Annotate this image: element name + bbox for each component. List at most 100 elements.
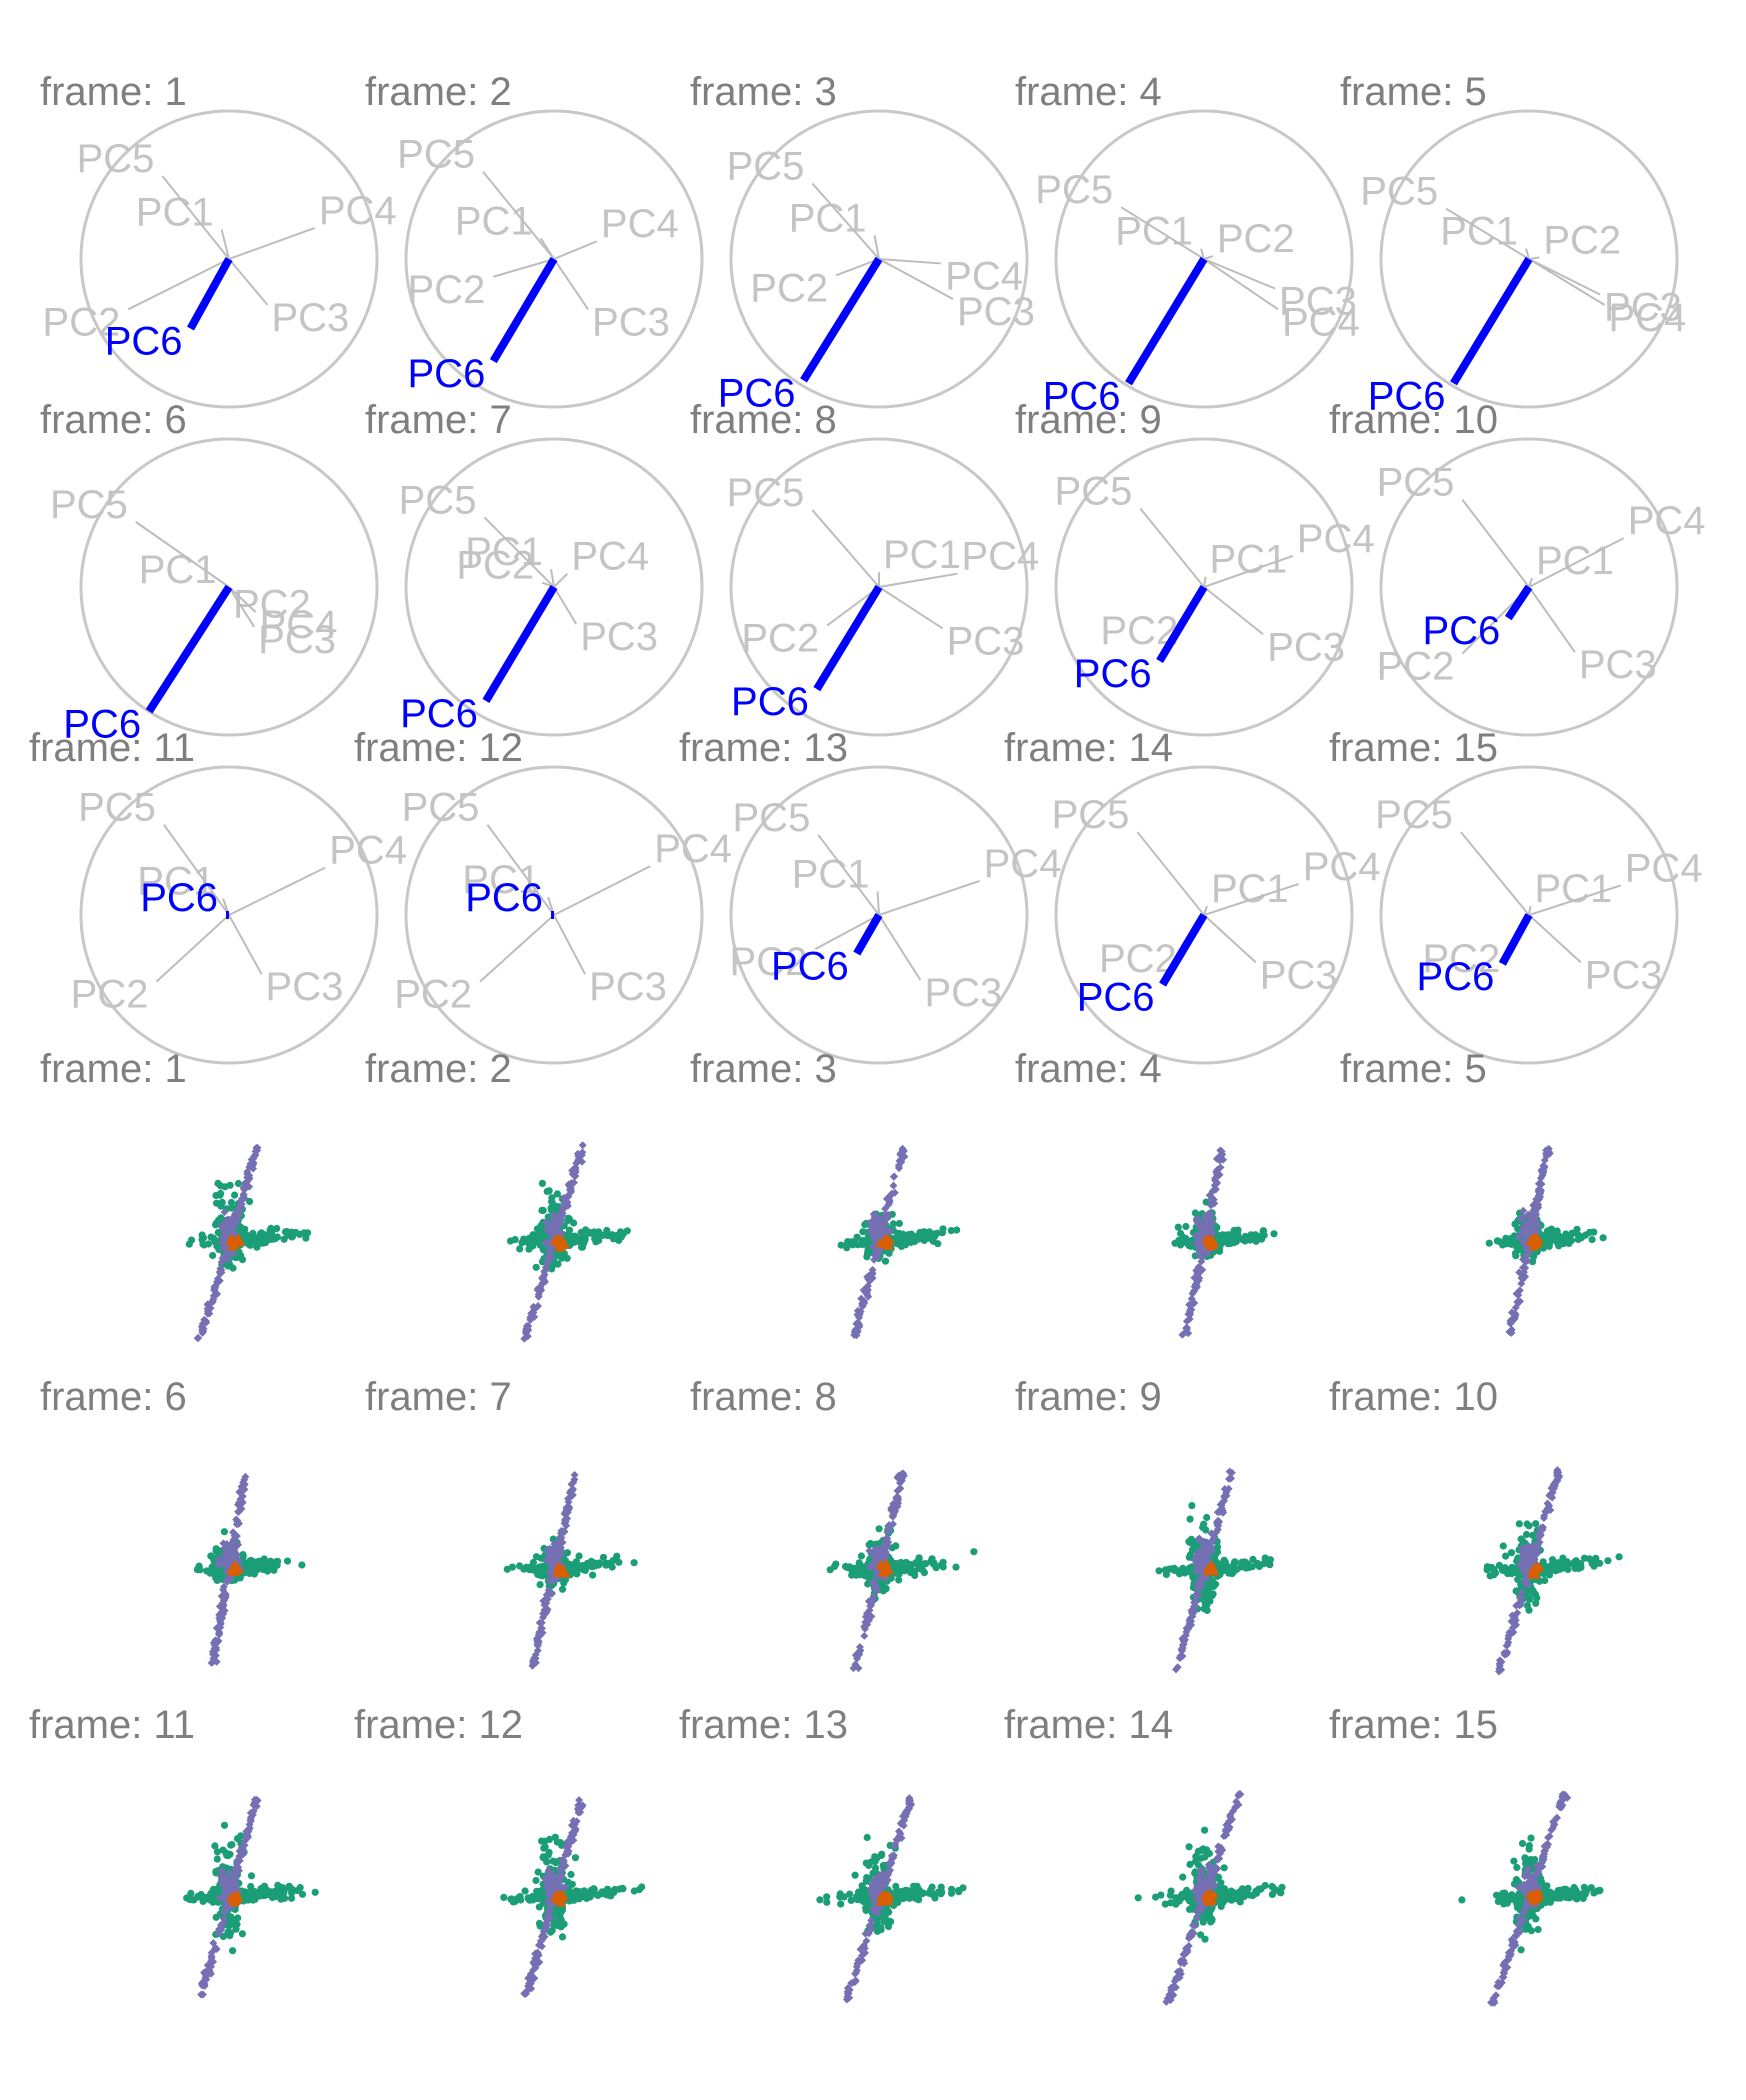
scatter-frame-8: frame: 8 bbox=[690, 1375, 978, 1673]
axis-frame-label: frame: 2 bbox=[365, 70, 512, 114]
scatter-frame-10: frame: 10 bbox=[1329, 1375, 1623, 1676]
point-group-1 bbox=[284, 1231, 292, 1239]
axis-line-pc3 bbox=[878, 586, 944, 630]
point-group-1 bbox=[911, 1233, 919, 1241]
point-group-1 bbox=[226, 1850, 234, 1858]
axis-line-pc3 bbox=[228, 914, 263, 975]
axis-label-pc5: PC5 bbox=[1360, 170, 1438, 214]
axis-label-pc2: PC2 bbox=[394, 973, 472, 1017]
point-group-1 bbox=[892, 1542, 900, 1550]
point-group-1 bbox=[1200, 1520, 1208, 1528]
scatter-frame-4: frame: 4 bbox=[1015, 1047, 1278, 1339]
axis-line-pc1 bbox=[1528, 905, 1532, 916]
axis-label-pc6: PC6 bbox=[408, 352, 486, 396]
axis-frame-label: frame: 5 bbox=[1340, 70, 1487, 114]
unit-circle bbox=[729, 765, 1029, 1065]
point-group-1 bbox=[1241, 1561, 1249, 1569]
axis-frame-label: frame: 13 bbox=[679, 726, 848, 770]
point-group-2 bbox=[227, 1241, 238, 1251]
point-group-1 bbox=[298, 1561, 306, 1569]
point-group-1 bbox=[603, 1226, 611, 1235]
point-group-1 bbox=[281, 1894, 289, 1902]
point-group-1 bbox=[1188, 1502, 1196, 1510]
axis-label-pc6: PC6 bbox=[1422, 609, 1500, 653]
axis-frame-label: frame: 14 bbox=[1004, 726, 1173, 770]
axis-line-pc3 bbox=[1528, 258, 1601, 296]
axis-line-pc4 bbox=[553, 240, 598, 260]
point-group-1 bbox=[287, 1894, 296, 1902]
point-group-1 bbox=[1512, 1587, 1520, 1595]
axis-label-pc1: PC1 bbox=[1534, 867, 1612, 911]
point-group-1 bbox=[1532, 1520, 1540, 1528]
point-group-1 bbox=[1565, 1560, 1573, 1568]
point-group-1 bbox=[229, 1947, 237, 1955]
point-group-1 bbox=[214, 1179, 222, 1187]
axis-label-pc3: PC3 bbox=[957, 290, 1035, 334]
scatter-frame-6: frame: 6 bbox=[40, 1375, 306, 1667]
axis-line-pc5 bbox=[486, 824, 555, 916]
axis-label-pc1: PC1 bbox=[883, 533, 961, 577]
axis-line-pc5 bbox=[1445, 207, 1530, 260]
point-group-1 bbox=[217, 1214, 225, 1222]
point-group-1 bbox=[1525, 1606, 1533, 1614]
point-group-1 bbox=[1547, 1232, 1555, 1240]
axis-line-pc1 bbox=[1528, 577, 1533, 588]
point-group-1 bbox=[1533, 1594, 1541, 1602]
point-group-1 bbox=[533, 1225, 542, 1233]
point-group-1 bbox=[265, 1233, 273, 1241]
point-group-1 bbox=[832, 1560, 840, 1568]
axis-frame-label: frame: 9 bbox=[1015, 398, 1162, 442]
point-group-1 bbox=[285, 1884, 293, 1892]
point-group-1 bbox=[609, 1235, 618, 1243]
unit-circle bbox=[404, 109, 704, 409]
unit-circle bbox=[404, 765, 704, 1065]
axis-label-pc2: PC2 bbox=[71, 973, 149, 1017]
axis-label-pc2: PC2 bbox=[43, 300, 121, 344]
axis-line-pc5 bbox=[817, 834, 880, 916]
point-group-1 bbox=[1590, 1228, 1598, 1236]
point-group-1 bbox=[920, 1236, 928, 1244]
point-group-1 bbox=[300, 1229, 308, 1237]
point-group-1 bbox=[1604, 1557, 1612, 1565]
point-group-1 bbox=[273, 1224, 281, 1233]
point-group-1 bbox=[568, 1564, 576, 1572]
point-group-1 bbox=[227, 1204, 235, 1212]
scatter-frame-label: frame: 9 bbox=[1015, 1375, 1162, 1419]
point-group-1 bbox=[506, 1237, 515, 1245]
axis-line-pc6 bbox=[489, 256, 558, 364]
point-group-1 bbox=[1523, 1520, 1531, 1528]
point-group-1 bbox=[267, 1224, 275, 1232]
point-group-1 bbox=[572, 1558, 581, 1566]
axis-label-pc6: PC6 bbox=[1077, 976, 1155, 1020]
axis-line-pc3 bbox=[878, 258, 954, 300]
axis-label-pc1: PC1 bbox=[1211, 867, 1289, 911]
axis-label-pc1: PC1 bbox=[455, 199, 533, 243]
axis-frame-label: frame: 11 bbox=[29, 726, 195, 770]
axis-label-pc3: PC3 bbox=[589, 965, 667, 1009]
axis-label-pc6: PC6 bbox=[140, 876, 218, 920]
axis-line-pc2 bbox=[127, 258, 230, 311]
axis-line-pc6 bbox=[1450, 256, 1533, 386]
point-group-3 bbox=[549, 1211, 558, 1220]
point-group-1 bbox=[863, 1249, 872, 1258]
axis-label-pc4: PC4 bbox=[1625, 846, 1703, 890]
point-group-1 bbox=[947, 1227, 955, 1235]
axis-line-pc6 bbox=[800, 256, 883, 383]
axis-line-pc6 bbox=[1125, 256, 1208, 386]
axis-line-pc5 bbox=[1139, 507, 1205, 588]
axis-line-pc3 bbox=[228, 258, 269, 306]
point-group-1 bbox=[538, 1258, 547, 1266]
axis-label-pc3: PC3 bbox=[580, 615, 658, 659]
axis-label-pc4: PC4 bbox=[945, 254, 1023, 298]
point-group-1 bbox=[249, 1229, 257, 1237]
point-group-1 bbox=[1270, 1230, 1278, 1238]
axis-label-pc5: PC5 bbox=[727, 471, 805, 515]
point-group-1 bbox=[1588, 1236, 1596, 1244]
axis-label-pc5: PC5 bbox=[727, 145, 805, 189]
axis-label-pc6: PC6 bbox=[718, 371, 796, 415]
point-group-1 bbox=[1191, 1209, 1199, 1217]
